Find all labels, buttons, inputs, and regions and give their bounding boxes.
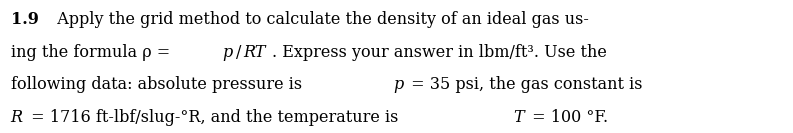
- Text: T: T: [513, 109, 524, 126]
- Text: /: /: [236, 43, 241, 61]
- Text: = 35 psi, the gas constant is: = 35 psi, the gas constant is: [406, 76, 642, 93]
- Text: following data: absolute pressure is: following data: absolute pressure is: [11, 76, 307, 93]
- Text: p: p: [223, 43, 233, 61]
- Text: ing the formula ρ =: ing the formula ρ =: [11, 43, 175, 61]
- Text: = 100 °F.: = 100 °F.: [527, 109, 608, 126]
- Text: p: p: [393, 76, 403, 93]
- Text: RT: RT: [243, 43, 266, 61]
- Text: . Express your answer in lbm/ft³. Use the: . Express your answer in lbm/ft³. Use th…: [272, 43, 607, 61]
- Text: = 1716 ft-lbf/slug-°R, and the temperature is: = 1716 ft-lbf/slug-°R, and the temperatu…: [26, 109, 404, 126]
- Text: Apply the grid method to calculate the density of an ideal gas us-: Apply the grid method to calculate the d…: [47, 11, 588, 28]
- Text: R: R: [11, 109, 23, 126]
- Text: 1.9: 1.9: [11, 11, 39, 28]
